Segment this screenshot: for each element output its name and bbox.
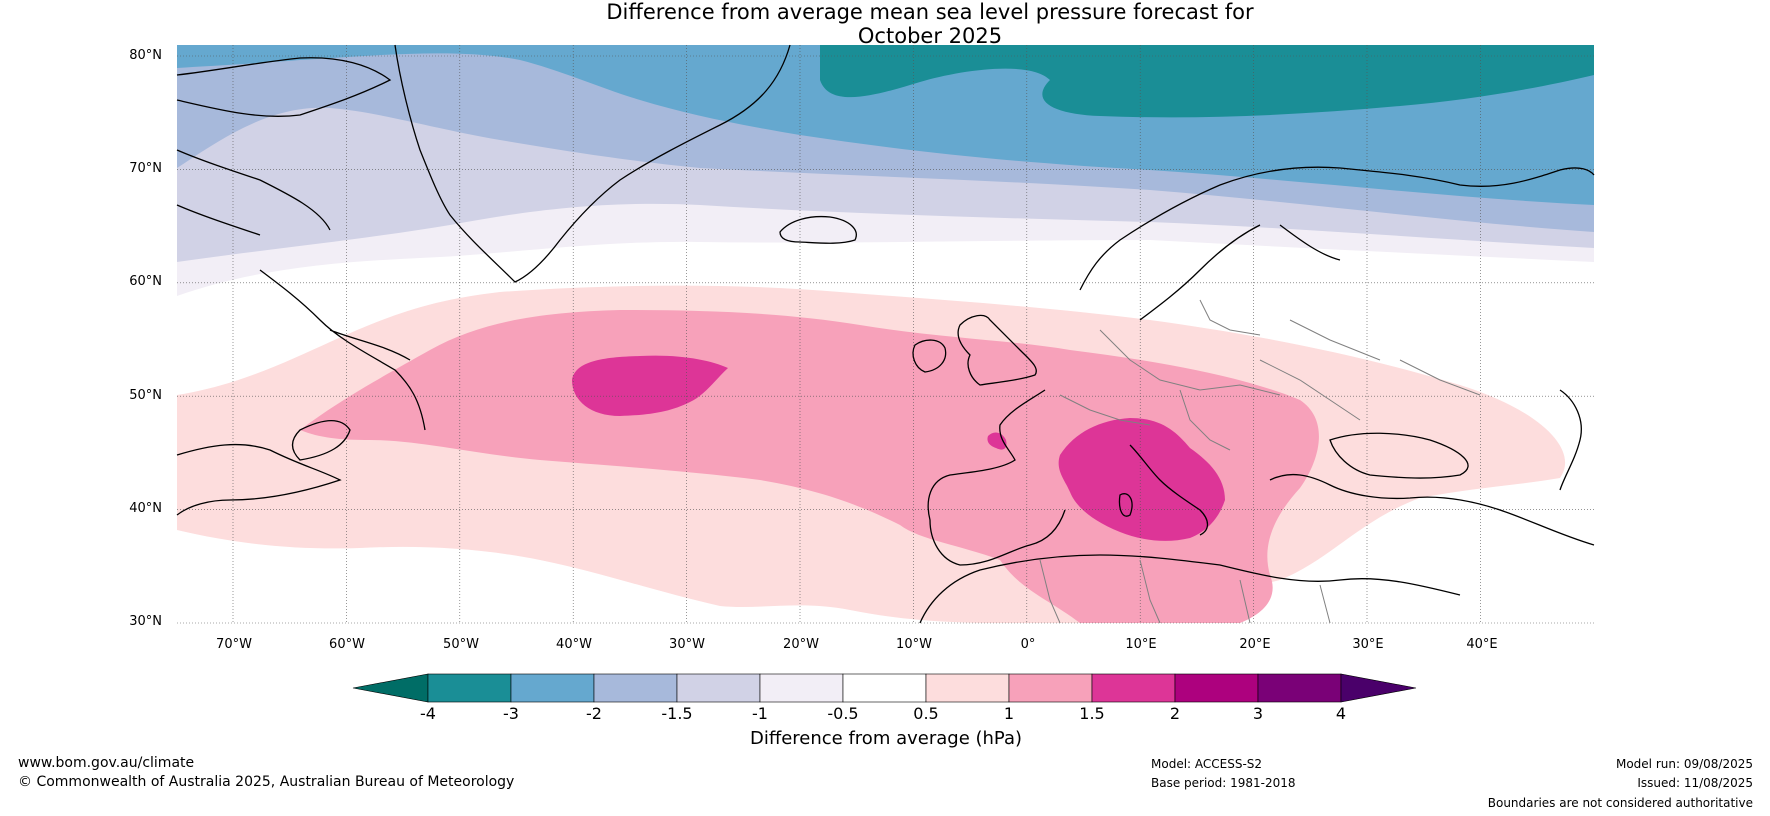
colorbar-extend-high [1340,673,1417,703]
lon-label-60w: 60°W [329,637,365,652]
eastern-med-coast [1269,473,1595,546]
lat-label-30n: 30°N [129,614,162,629]
north-africa-coast [919,554,1461,624]
colorbar-segment [593,673,678,703]
lat-label-70n: 70°N [129,161,162,176]
colorbar-tick-m0_5: -0.5 [827,704,859,723]
lat-label-50n: 50°N [129,388,162,403]
map-title: Difference from average mean sea level p… [0,0,1770,48]
colorbar-tick-2: 2 [1169,704,1181,723]
colorbar-segment [510,673,595,703]
colorbar-segment [427,673,512,703]
lon-label-20e: 20°E [1239,637,1271,652]
copyright-text: © Commonwealth of Australia 2025, Austra… [18,774,515,790]
lon-label-70w: 70°W [216,637,252,652]
band-1-to-1_5 [300,310,1319,623]
lat-label-60n: 60°N [129,274,162,289]
colorbar-tick-1: 1 [1003,704,1015,723]
lon-label-10w: 10°W [896,637,932,652]
lat-label-80n: 80°N [129,48,162,63]
ireland-coast [912,339,947,373]
greenland-coast [394,44,791,283]
norway-coast [1079,166,1595,291]
colorbar-segment [1257,673,1342,703]
coastlines [176,44,1595,624]
lon-label-30w: 30°W [669,637,705,652]
colorbar-segment [1174,673,1259,703]
western-europe-coast [927,389,1066,566]
colorbar-tick-m3: -3 [503,704,519,723]
colorbar-tick-m4: -4 [420,704,436,723]
colorbar-segment [759,673,844,703]
colorbar-segment [925,673,1010,703]
colorbar-segment [676,673,761,703]
north-america-east-coast [176,443,342,516]
anomaly-field [177,45,1594,623]
lon-label-40e: 40°E [1466,637,1498,652]
base-period: Base period: 1981-2018 [1151,776,1296,790]
newfoundland-coast [291,419,351,461]
ellesmere-coast [176,57,392,117]
colorbar-tick-1_5: 1.5 [1079,704,1105,723]
colorbar-tick-m1_5: -1.5 [661,704,693,723]
colorbar-extend-low [352,673,429,703]
lon-label-10e: 10°E [1125,637,1157,652]
lon-label-30e: 30°E [1352,637,1384,652]
caspian-coast [1559,389,1582,491]
lat-label-40n: 40°N [129,501,162,516]
sweden-coast [1139,224,1341,321]
title-line-1: Difference from average mean sea level p… [606,0,1254,24]
lon-label-50w: 50°W [443,637,479,652]
model-run-date: Model run: 09/08/2025 [1615,757,1753,771]
colorbar-segment [1008,673,1093,703]
band-1_5-to-2-atlantic [572,355,728,416]
colorbar-segment [842,673,927,703]
colorbar-tick-0_5: 0.5 [913,704,939,723]
border-lines [1039,299,1481,624]
title-line-2: October 2025 [857,24,1003,48]
boundaries-disclaimer: Boundaries are not considered authoritat… [1487,796,1753,810]
colorbar [352,673,1417,703]
colorbar-segment [1091,673,1176,703]
black-sea-coast [1329,432,1469,479]
band-1_5-to-2-mediterranean [1058,418,1225,541]
colorbar-tick-m1: -1 [752,704,768,723]
website-link[interactable]: www.bom.gov.au/climate [18,755,195,771]
national-borders [1039,299,1481,624]
lon-label-40w: 40°W [556,637,592,652]
britain-coast [957,314,1037,386]
italy-coast [1118,444,1209,536]
model-name: Model: ACCESS-S2 [1151,757,1263,771]
colorbar-tick-3: 3 [1252,704,1264,723]
issued-date: Issued: 11/08/2025 [1637,776,1753,790]
labrador-coast [259,269,426,431]
colorbar-tick-4: 4 [1335,704,1347,723]
lon-label-0: 0° [1020,637,1036,652]
iceland-coast [779,215,857,244]
colorbar-tick-m2: -2 [586,704,602,723]
band-minus-4-to-minus-3 [820,45,1594,118]
colorbar-title: Difference from average (hPa) [749,728,1023,749]
baffin-coast [176,149,331,236]
lon-label-20w: 20°W [783,637,819,652]
